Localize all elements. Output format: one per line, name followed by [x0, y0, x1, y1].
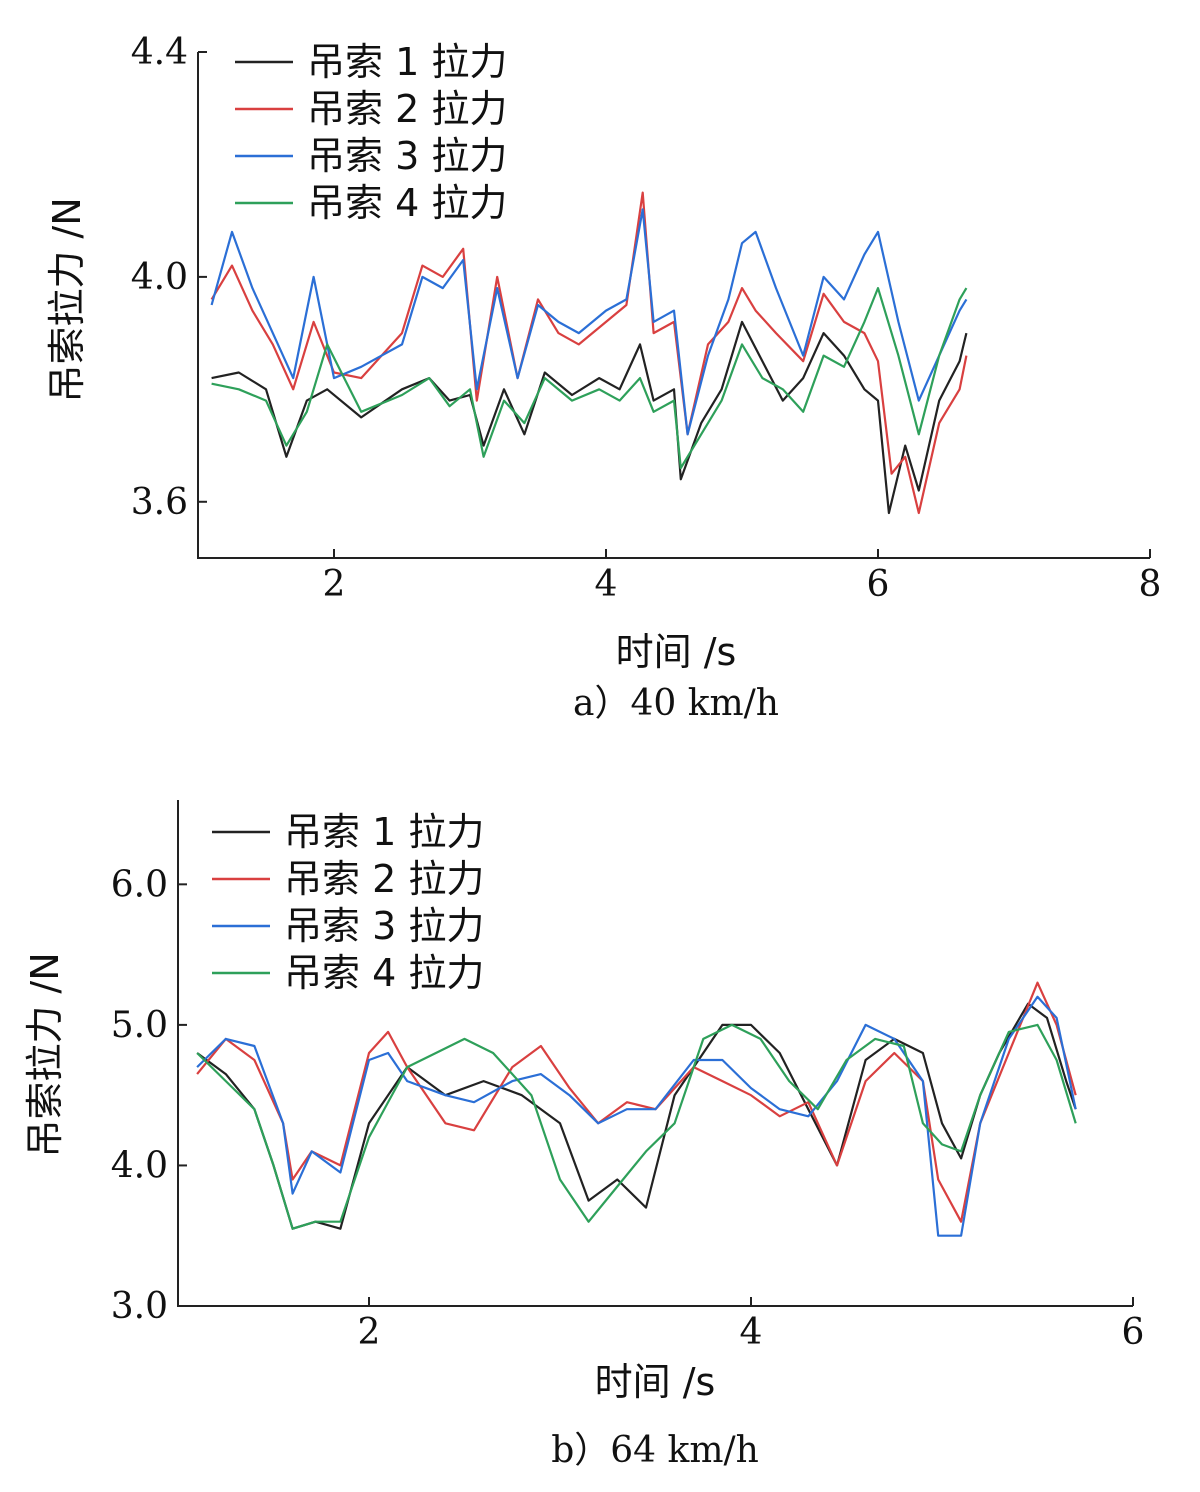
chart-a-y-tick-label: 3.6 — [131, 482, 188, 523]
chart-a-x-tick-label: 6 — [867, 564, 890, 605]
chart-a-series-1-line — [211, 320, 968, 515]
chart-b-legend-label-1: 吊索 1 拉力 — [284, 810, 484, 854]
chart-b-x-tick-label: 2 — [358, 1312, 381, 1353]
chart-b-y-label: 吊索拉力 /N — [23, 952, 67, 1157]
chart-b-series-2-line — [196, 981, 1077, 1223]
chart-a-y-tick-label: 4.4 — [131, 32, 188, 73]
chart-a-x-tick-label: 4 — [595, 564, 618, 605]
chart-a-series-group — [210, 191, 968, 515]
chart-b-legend-label-2: 吊索 2 拉力 — [284, 857, 484, 901]
chart-b-legend-label-4: 吊索 4 拉力 — [284, 951, 484, 995]
chart-b-series-group — [196, 981, 1077, 1237]
chart-a-x-ticks: 2 4 6 8 — [323, 549, 1162, 605]
chart-b-x-tick-label: 6 — [1122, 1312, 1145, 1353]
chart-b-x-tick-label: 4 — [740, 1312, 763, 1353]
chart-a-series-4-line — [211, 287, 968, 470]
chart-a-x-tick-label: 2 — [323, 564, 346, 605]
chart-b-series-1-line — [196, 1002, 1077, 1230]
chart-a-x-label: 时间 /s — [616, 630, 737, 674]
chart-a-series-3-line — [210, 208, 968, 436]
chart-a-caption: a）40 km/h — [573, 683, 779, 724]
chart-a-y-tick-label: 4.0 — [131, 257, 188, 298]
chart-b-y-tick-label: 5.0 — [111, 1005, 168, 1046]
chart-b-y-tick-label: 6.0 — [111, 864, 168, 905]
chart-b-series-4-line — [196, 1023, 1077, 1230]
chart-a-legend-label-1: 吊索 1 拉力 — [307, 40, 507, 84]
chart-b-y-ticks: 3.0 4.0 5.0 6.0 — [111, 864, 187, 1327]
chart-b-caption: b）64 km/h — [551, 1430, 759, 1471]
chart-a-x-tick-label: 8 — [1139, 564, 1162, 605]
chart-a-y-ticks: 3.6 4.0 4.4 — [131, 32, 207, 523]
chart-b-x-ticks: 2 4 6 — [358, 1297, 1145, 1353]
chart-b-y-tick-label: 3.0 — [111, 1286, 168, 1327]
chart-b-legend-label-3: 吊索 3 拉力 — [284, 904, 484, 948]
chart-a-legend-label-4: 吊索 4 拉力 — [307, 181, 507, 225]
chart-b-series-3-line — [196, 995, 1077, 1237]
chart-a-legend-label-3: 吊索 3 拉力 — [307, 134, 507, 178]
chart-a-legend-label-2: 吊索 2 拉力 — [307, 87, 507, 131]
chart-a-axes — [197, 52, 1150, 559]
chart-b-x-label: 时间 /s — [595, 1360, 716, 1404]
chart-b-y-tick-label: 4.0 — [111, 1145, 168, 1186]
chart-a-y-label: 吊索拉力 /N — [45, 197, 89, 402]
